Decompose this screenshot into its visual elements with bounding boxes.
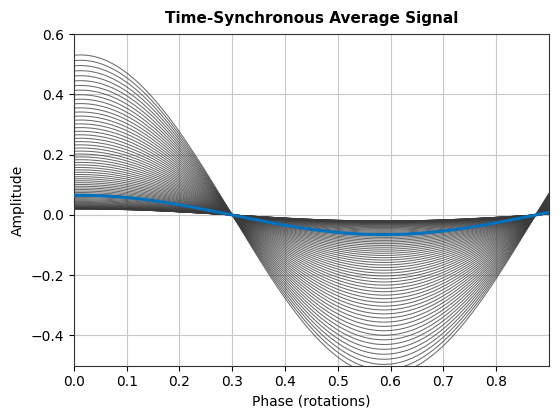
X-axis label: Phase (rotations): Phase (rotations) [252,395,371,409]
Title: Time-Synchronous Average Signal: Time-Synchronous Average Signal [165,11,458,26]
Y-axis label: Amplitude: Amplitude [11,164,25,236]
